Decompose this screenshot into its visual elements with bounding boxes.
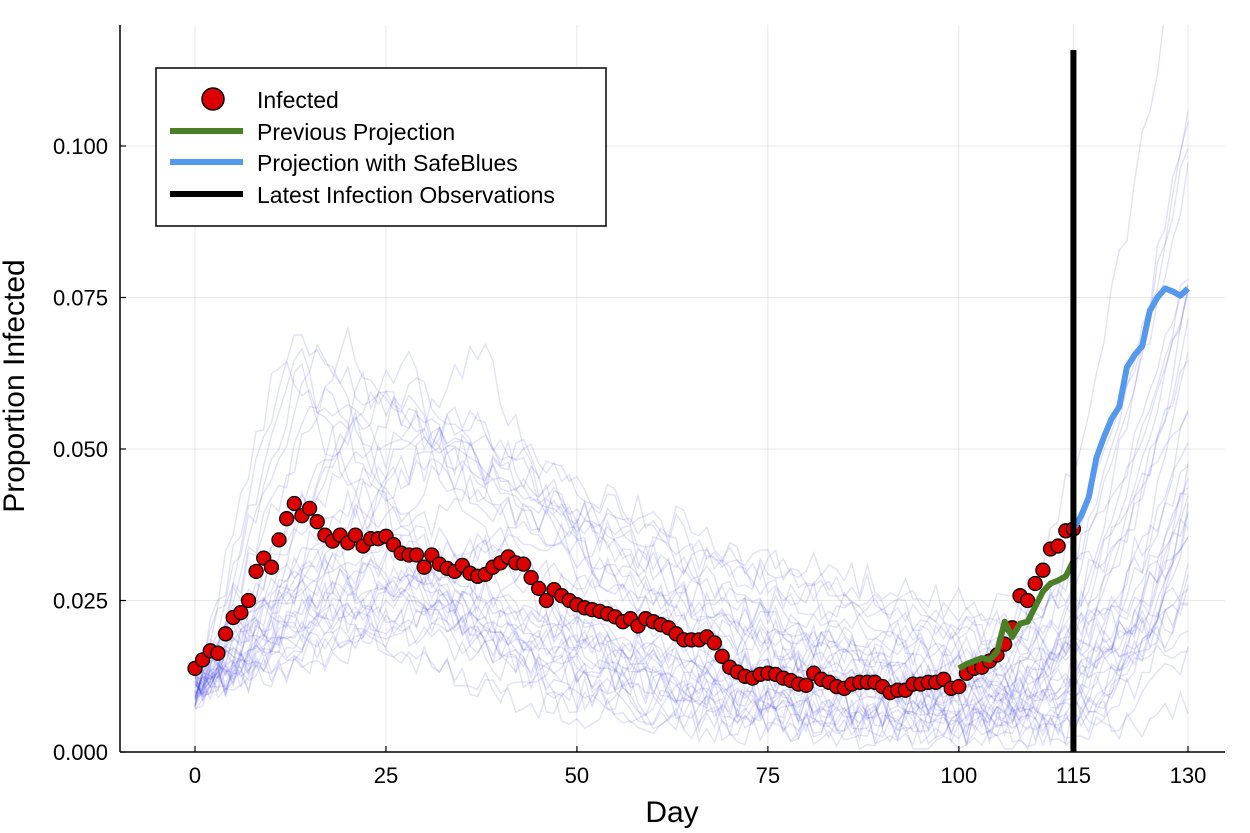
legend-box [155, 67, 607, 227]
infected-point [217, 626, 234, 642]
simulation-trajectory [194, 369, 1189, 707]
simulation-trajectory [194, 411, 1189, 727]
x-axis-label: Day [645, 796, 698, 829]
infected-point [714, 648, 730, 664]
simulation-trajectory [194, 291, 1189, 710]
simulation-trajectory [194, 564, 1189, 740]
infected-point [515, 556, 532, 572]
infected-markers [187, 495, 1082, 701]
axes [119, 25, 1225, 753]
simulation-trajectory [194, 524, 1189, 748]
x-tick-labels: 0 25 50 75 100 115 130 [189, 763, 1206, 788]
infected-point [1027, 575, 1043, 592]
infected-point [309, 514, 325, 530]
infected-point [538, 592, 555, 609]
legend: Infected Previous Projection Projection … [155, 67, 607, 227]
infected-point [210, 645, 226, 661]
simulation-trajectory [194, 350, 1189, 745]
x-tick-label: 130 [1170, 763, 1207, 788]
infected-point [1050, 538, 1066, 554]
y-axis-label: Proportion Infected [0, 259, 31, 513]
infected-point [706, 635, 723, 651]
simulation-trajectory [194, 524, 1189, 701]
simulation-trajectory [194, 511, 1189, 723]
simulation-trajectory [194, 377, 1189, 696]
simulation-trajectory [194, 285, 1189, 698]
infected-point [271, 532, 287, 548]
simulation-trajectory [194, 386, 1189, 751]
simulation-trajectory [194, 334, 1189, 708]
simulation-trajectory [194, 465, 1189, 703]
infected-point [523, 569, 539, 586]
legend-label-safeblues: Projection with SafeBlues [257, 150, 518, 176]
x-tick-label: 115 [1056, 763, 1091, 788]
projection-lines [957, 285, 1191, 672]
simulation-trajectory [194, 477, 1189, 719]
x-tick-label: 100 [940, 763, 977, 788]
simulation-trajectory [194, 362, 1189, 730]
simulation-trajectory [194, 162, 1189, 733]
y-tick-label: 0.100 [53, 134, 108, 159]
safeblues-projection-line [1070, 285, 1191, 531]
legend-label-previous-projection: Previous Projection [257, 119, 455, 145]
simulation-trajectory [194, 495, 1189, 735]
simulation-trajectory [194, 319, 1189, 746]
simulation-trajectory [194, 437, 1189, 697]
infected-point [263, 559, 280, 575]
x-tick-label: 50 [565, 763, 589, 788]
simulation-trajectory [194, 289, 1189, 722]
infected-point [240, 592, 257, 609]
y-tick-labels: 0.000 0.025 0.050 0.075 0.100 [53, 134, 108, 765]
infected-point [248, 563, 264, 580]
y-tick-label: 0.000 [53, 740, 108, 765]
simulation-trajectory [194, 360, 1189, 698]
infected-point [951, 678, 967, 695]
simulation-trajectory [194, 563, 1189, 704]
simulation-trajectory [194, 360, 1189, 737]
infected-point [1019, 592, 1036, 609]
simulation-trajectory [194, 591, 1189, 709]
legend-label-infected: Infected [257, 87, 339, 113]
legend-marker-infected [201, 87, 225, 111]
infected-point [408, 547, 425, 563]
infected-point [233, 604, 249, 621]
simulation-trajectory [194, 406, 1189, 705]
y-tick-label: 0.075 [53, 286, 108, 311]
infected-point [1035, 562, 1051, 578]
x-tick-label: 0 [189, 763, 201, 788]
simulation-trajectory [194, 283, 1189, 728]
y-tick-label: 0.025 [53, 589, 108, 614]
infected-point [301, 500, 318, 517]
x-tick-label: 25 [374, 763, 398, 788]
infected-point [279, 511, 295, 527]
infected-point [798, 677, 814, 693]
simulation-trajectory [194, 492, 1189, 740]
infected-point [531, 580, 547, 597]
infected-point [416, 559, 432, 575]
simulation-trajectory [194, 121, 1189, 747]
legend-label-latest-observations: Latest Infection Observations [257, 182, 555, 208]
infected-point [347, 527, 364, 543]
x-tick-label: 75 [756, 763, 780, 788]
simulation-trajectory [194, 442, 1189, 707]
previous-projection-line [957, 559, 1077, 672]
simulation-trajectory [194, 352, 1189, 724]
infected-point [286, 495, 302, 512]
y-tick-label: 0.050 [53, 437, 108, 462]
